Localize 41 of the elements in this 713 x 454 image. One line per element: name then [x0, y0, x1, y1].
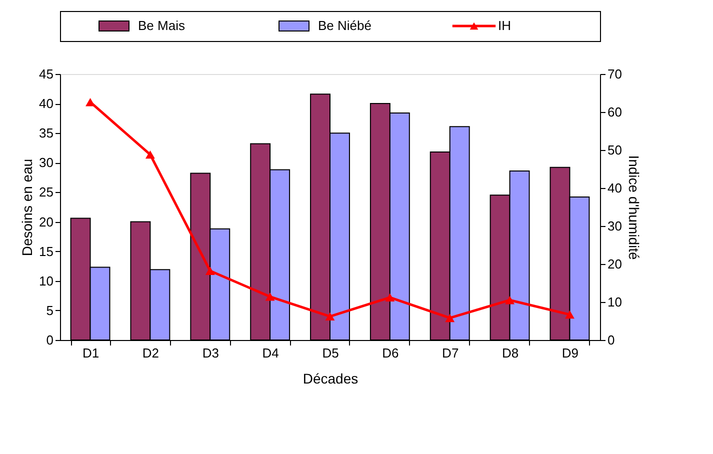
y2-tick-label: 70 — [608, 66, 622, 82]
y2-tick-label: 30 — [608, 218, 622, 234]
x-tick-label: D3 — [202, 346, 219, 360]
y-tick-label: 20 — [39, 214, 54, 230]
x-axis-title: Décades — [302, 370, 358, 386]
y2-tick-label: 10 — [608, 294, 622, 310]
point — [385, 293, 395, 302]
y2-axis-title: Indice d'humidité — [626, 155, 642, 260]
x-tick-label: D8 — [502, 346, 519, 360]
legend-label: Be Mais — [138, 18, 186, 33]
y-tick-label: 15 — [39, 244, 54, 259]
x-tick-label: D5 — [322, 346, 339, 360]
point — [145, 150, 155, 159]
point — [205, 266, 215, 275]
point — [325, 312, 335, 321]
y-tick-label: 0 — [46, 332, 54, 348]
y-tick-label: 5 — [46, 302, 54, 318]
y-tick-label: 10 — [39, 273, 54, 288]
x-tick-label: D9 — [562, 346, 579, 360]
y-tick-label: 30 — [39, 155, 54, 170]
y-tick-label: 45 — [39, 66, 54, 82]
point — [505, 296, 515, 304]
point — [564, 310, 574, 319]
y2-tick-label: 20 — [608, 256, 622, 272]
y-tick-label: 35 — [39, 126, 54, 141]
legend-label: IH — [498, 18, 511, 33]
point — [445, 314, 455, 322]
y-tick-label: 25 — [39, 184, 54, 200]
y2-tick-label: 0 — [608, 332, 615, 348]
x-tick-label: D1 — [82, 346, 100, 360]
y2-tick-label: 50 — [608, 142, 622, 158]
x-tick-label: D7 — [442, 346, 459, 360]
x-tick-label: D6 — [382, 346, 399, 360]
point — [265, 292, 275, 301]
legend-label: Be Niébé — [318, 18, 372, 33]
x-tick-label: D4 — [262, 346, 279, 360]
y-axis-title: Desoins en eau — [19, 158, 36, 256]
y-tick-label: 40 — [39, 96, 54, 112]
x-tick-label: D2 — [142, 346, 160, 360]
y2-tick-label: 60 — [608, 104, 622, 120]
y2-tick-label: 40 — [608, 180, 622, 196]
